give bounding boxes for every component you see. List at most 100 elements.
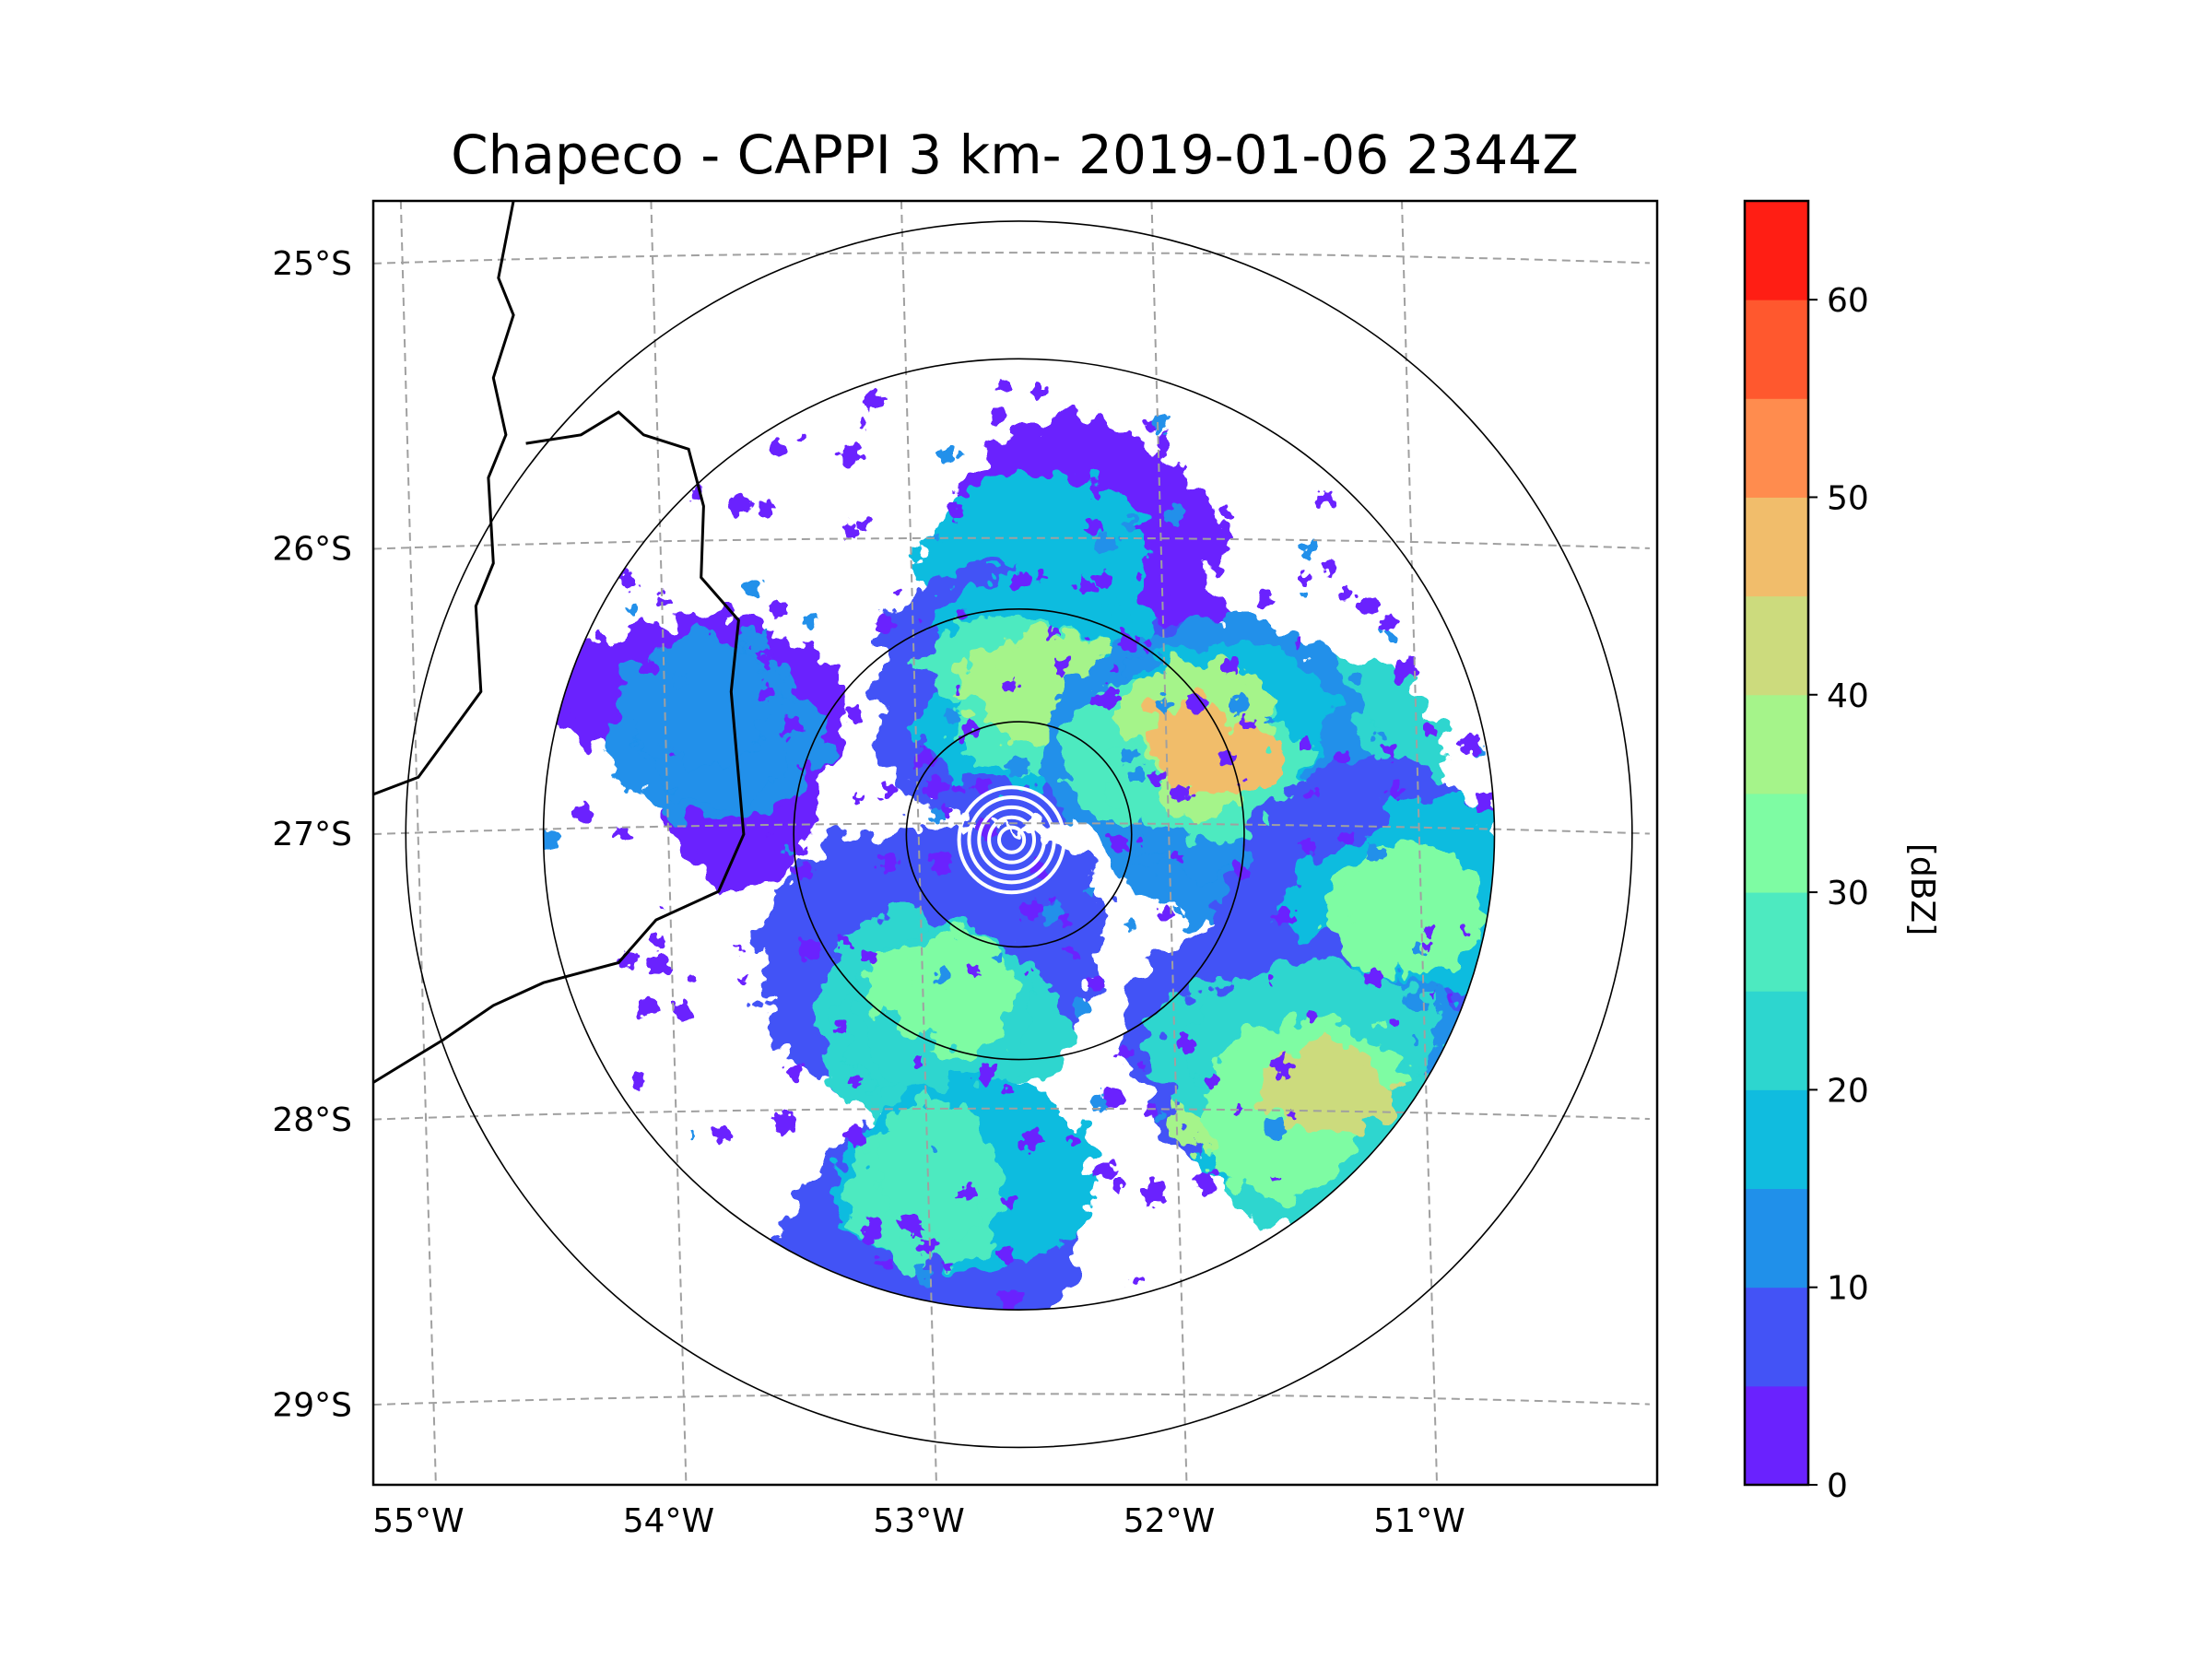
colorbar-tick-label: 30: [1827, 875, 1869, 912]
echo-cell: [1342, 852, 1482, 966]
echo-speckle: [1025, 968, 1032, 976]
echo-speckle: [1275, 908, 1295, 929]
echo-speckle: [1381, 615, 1397, 631]
reflectivity-field: [543, 380, 1495, 1311]
echo-speckle: [1122, 747, 1136, 762]
echo-speckle: [1149, 771, 1164, 786]
echo-speckle: [960, 721, 977, 737]
echo-speckle: [971, 780, 989, 796]
clutter-ring: [967, 795, 1056, 885]
colorbar-bin: [1745, 201, 1808, 300]
echo-speckle: [945, 503, 963, 522]
echo-speckle: [614, 832, 620, 839]
echo-speckle: [834, 1019, 848, 1033]
colorbar-label: [dBZ]: [1903, 843, 1941, 935]
echo-speckle: [714, 1125, 730, 1141]
meridian-line: [1401, 201, 1439, 1485]
echo-speckle: [1231, 1102, 1243, 1114]
echo-speckle: [1173, 852, 1183, 861]
echo-speckle: [838, 938, 851, 951]
clutter-ring: [987, 815, 1037, 865]
colorbar-bin: [1745, 497, 1808, 597]
echo-speckle: [1116, 631, 1138, 653]
echo-speckle: [781, 845, 793, 857]
colorbar-tick-label: 0: [1827, 1467, 1848, 1505]
echo-speckle: [1108, 833, 1129, 854]
echo-speckle: [693, 849, 707, 863]
echo-speckle: [1287, 1111, 1294, 1118]
echo-speckle: [689, 1129, 697, 1135]
echo-speckle: [945, 1262, 953, 1270]
echo-speckle: [1053, 658, 1069, 675]
colorbar-bin: [1745, 694, 1808, 794]
echo-speckle: [930, 1144, 938, 1153]
echo-speckle: [864, 949, 877, 962]
echo-speckle: [1339, 584, 1354, 599]
border-line: [373, 410, 746, 1084]
echo-speckle: [1380, 742, 1398, 760]
meridian-line: [1150, 201, 1188, 1485]
echo-speckle: [1308, 788, 1319, 799]
echo-speckle: [990, 405, 1009, 424]
echo-speckle: [1148, 1178, 1163, 1193]
lat-tick-label: 27°S: [272, 816, 352, 853]
colorbar-bin: [1745, 892, 1808, 992]
echo-speckle: [1299, 590, 1309, 600]
range-ring: [905, 721, 1133, 948]
colorbar-tick-label: 60: [1827, 282, 1869, 320]
echo-speckle: [1265, 976, 1274, 983]
echo-speckle: [929, 853, 951, 875]
graticule: [373, 201, 1650, 1485]
echo-speckle: [1125, 517, 1139, 530]
echo-speckle: [628, 1072, 645, 1088]
lon-tick-label: 54°W: [623, 1502, 714, 1540]
echo-speckle: [847, 1126, 866, 1146]
echo-speckle: [1364, 969, 1382, 986]
echo-speckle: [1088, 976, 1101, 989]
echo-speckle: [760, 684, 774, 698]
echo-speckle: [618, 826, 634, 841]
echo-speckle: [1136, 574, 1144, 582]
colorbar-bin: [1745, 793, 1808, 893]
echo-speckle: [1335, 751, 1348, 764]
state-borders: [373, 201, 746, 1084]
echo-speckle: [641, 660, 659, 677]
echo-speckle: [1086, 519, 1101, 535]
echo-speckle: [1255, 591, 1275, 610]
range-rings: [405, 220, 1633, 1449]
echo-speckle: [1162, 540, 1170, 547]
echo-speckle: [840, 445, 861, 466]
echo-speckle: [1301, 543, 1316, 558]
echo-speckle: [933, 970, 950, 987]
echo-speckle: [1242, 717, 1253, 729]
echo-speckle: [976, 1063, 997, 1084]
echo-speckle: [1396, 656, 1418, 677]
range-ring: [793, 608, 1245, 1061]
colorbar-bin: [1745, 398, 1808, 498]
echo-speckle: [739, 947, 746, 952]
echo-speckle: [626, 603, 639, 616]
echo-speckle: [771, 439, 787, 455]
echo-speckle: [1037, 572, 1045, 582]
echo-speckle: [899, 1213, 920, 1234]
lat-tick-label: 28°S: [272, 1101, 352, 1139]
lat-tick-label: 29°S: [272, 1386, 352, 1424]
map-panel: [373, 201, 1650, 1485]
parallel-line: [373, 536, 1650, 550]
echo-speckle: [1172, 783, 1189, 801]
echo-speckle: [770, 600, 788, 618]
echo-speckle: [1158, 908, 1171, 921]
clutter-ring: [977, 805, 1046, 875]
echo-cell: [620, 631, 778, 767]
echo-cell: [872, 1100, 995, 1244]
echo-speckle: [1265, 716, 1271, 724]
parallel-line: [373, 1107, 1650, 1121]
echo-speckle: [1292, 636, 1302, 646]
echo-speckle: [657, 906, 665, 912]
echo-speckle: [798, 936, 821, 959]
echo-speckle: [1095, 531, 1116, 552]
echo-speckle: [1115, 1048, 1130, 1063]
echo-speckle: [1020, 900, 1043, 922]
echo-speckle: [1304, 1010, 1318, 1023]
border-line: [373, 201, 515, 796]
